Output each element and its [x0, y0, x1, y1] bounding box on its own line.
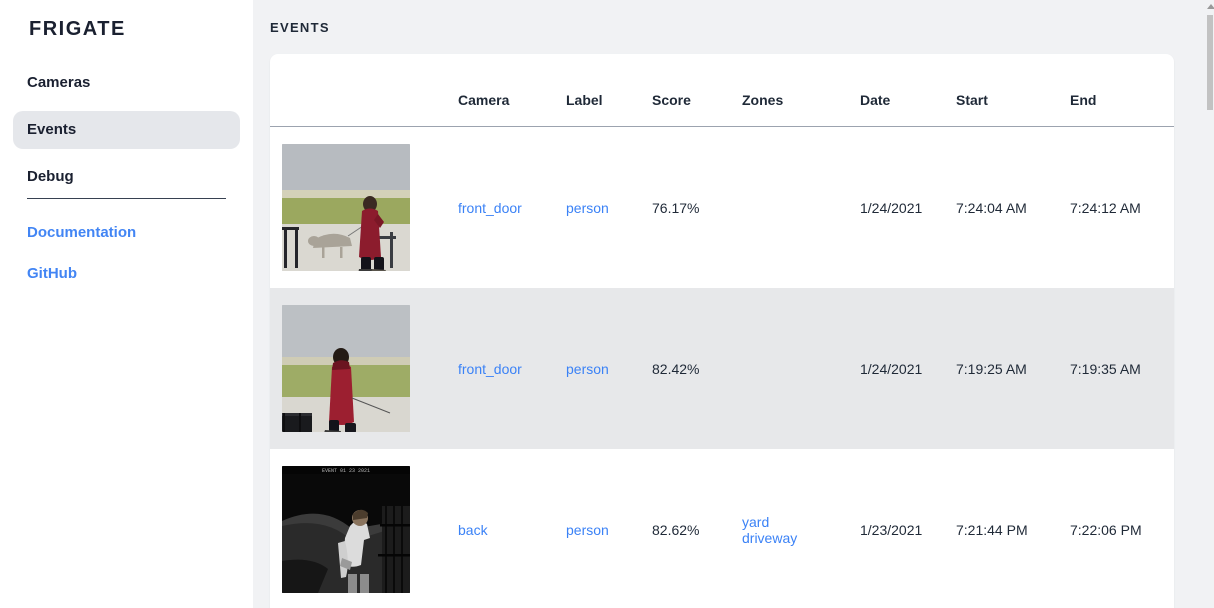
svg-text:EVENT 01 23 2021: EVENT 01 23 2021 — [322, 468, 370, 474]
